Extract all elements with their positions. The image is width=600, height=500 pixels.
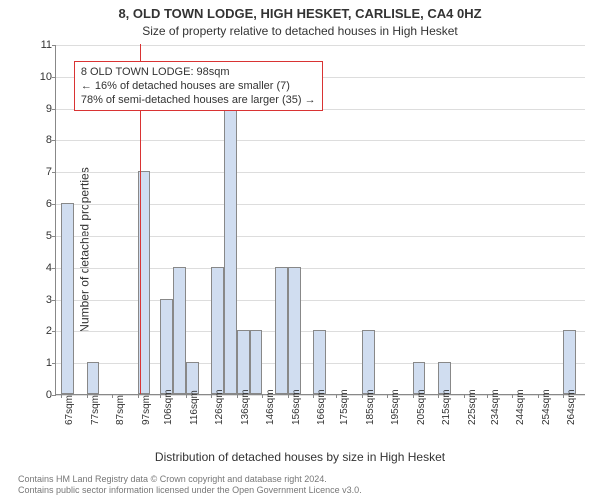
y-tick-label: 5 bbox=[32, 230, 52, 242]
x-tick-label: 87sqm bbox=[115, 395, 126, 425]
y-tick-label: 11 bbox=[32, 39, 52, 51]
y-tick-label: 7 bbox=[32, 166, 52, 178]
x-tick-label: 244sqm bbox=[515, 389, 526, 425]
x-tick-label: 136sqm bbox=[240, 389, 251, 425]
x-tick-label: 97sqm bbox=[141, 395, 152, 425]
x-tick-mark bbox=[563, 394, 564, 398]
gridline bbox=[56, 140, 585, 141]
histogram-bar bbox=[224, 108, 237, 394]
y-tick-mark bbox=[52, 363, 56, 364]
plot-area: 0123456789101167sqm77sqm87sqm97sqm106sqm… bbox=[55, 45, 585, 395]
histogram-bar bbox=[237, 330, 250, 394]
x-tick-mark bbox=[186, 394, 187, 398]
histogram-bar bbox=[173, 267, 186, 394]
histogram-bar bbox=[250, 330, 263, 394]
x-tick-mark bbox=[487, 394, 488, 398]
x-tick-mark bbox=[112, 394, 113, 398]
x-tick-label: 205sqm bbox=[416, 389, 427, 425]
x-tick-mark bbox=[211, 394, 212, 398]
x-tick-mark bbox=[87, 394, 88, 398]
x-tick-label: 116sqm bbox=[189, 390, 200, 425]
x-tick-mark bbox=[313, 394, 314, 398]
y-tick-label: 4 bbox=[32, 262, 52, 274]
x-tick-mark bbox=[362, 394, 363, 398]
y-tick-label: 10 bbox=[32, 71, 52, 83]
histogram-bar bbox=[362, 330, 375, 394]
gridline bbox=[56, 300, 585, 301]
histogram-bar bbox=[288, 267, 301, 394]
x-tick-mark bbox=[512, 394, 513, 398]
x-tick-label: 126sqm bbox=[214, 389, 225, 425]
x-tick-label: 175sqm bbox=[339, 389, 350, 425]
y-tick-mark bbox=[52, 140, 56, 141]
chart-container: 8, OLD TOWN LODGE, HIGH HESKET, CARLISLE… bbox=[0, 0, 600, 500]
x-tick-label: 234sqm bbox=[490, 389, 501, 425]
y-tick-label: 0 bbox=[32, 389, 52, 401]
x-tick-label: 254sqm bbox=[541, 389, 552, 425]
x-tick-mark bbox=[237, 394, 238, 398]
footer-attribution: Contains HM Land Registry data © Crown c… bbox=[18, 474, 362, 496]
y-tick-label: 3 bbox=[32, 294, 52, 306]
footer-line1: Contains HM Land Registry data © Crown c… bbox=[18, 474, 362, 485]
gridline bbox=[56, 45, 585, 46]
x-tick-label: 156sqm bbox=[291, 389, 302, 425]
x-tick-mark bbox=[138, 394, 139, 398]
x-tick-mark bbox=[413, 394, 414, 398]
y-tick-label: 9 bbox=[32, 103, 52, 115]
x-tick-label: 215sqm bbox=[441, 389, 452, 425]
histogram-bar bbox=[160, 299, 173, 394]
histogram-bar bbox=[87, 362, 100, 394]
x-tick-mark bbox=[160, 394, 161, 398]
gridline bbox=[56, 236, 585, 237]
chart-subtitle: Size of property relative to detached ho… bbox=[0, 24, 600, 38]
histogram-bar bbox=[61, 203, 74, 394]
x-tick-label: 195sqm bbox=[390, 389, 401, 425]
histogram-bar bbox=[275, 267, 288, 394]
y-tick-label: 2 bbox=[32, 325, 52, 337]
x-tick-label: 225sqm bbox=[467, 389, 478, 425]
annotation-box: 8 OLD TOWN LODGE: 98sqm← 16% of detached… bbox=[74, 61, 323, 111]
y-tick-mark bbox=[52, 395, 56, 396]
y-tick-mark bbox=[52, 331, 56, 332]
x-tick-label: 185sqm bbox=[365, 389, 376, 425]
x-axis-label: Distribution of detached houses by size … bbox=[0, 450, 600, 464]
y-tick-mark bbox=[52, 268, 56, 269]
x-tick-mark bbox=[262, 394, 263, 398]
y-tick-mark bbox=[52, 172, 56, 173]
x-tick-mark bbox=[336, 394, 337, 398]
y-tick-mark bbox=[52, 77, 56, 78]
annotation-line: 78% of semi-detached houses are larger (… bbox=[81, 93, 316, 107]
histogram-bar bbox=[211, 267, 224, 394]
x-tick-mark bbox=[464, 394, 465, 398]
x-tick-mark bbox=[288, 394, 289, 398]
y-tick-label: 1 bbox=[32, 357, 52, 369]
annotation-line: 8 OLD TOWN LODGE: 98sqm bbox=[81, 65, 316, 79]
y-tick-mark bbox=[52, 45, 56, 46]
x-tick-label: 77sqm bbox=[90, 395, 101, 425]
gridline bbox=[56, 268, 585, 269]
y-tick-mark bbox=[52, 236, 56, 237]
x-tick-mark bbox=[61, 394, 62, 398]
y-tick-mark bbox=[52, 204, 56, 205]
x-tick-mark bbox=[538, 394, 539, 398]
x-tick-mark bbox=[438, 394, 439, 398]
x-tick-label: 166sqm bbox=[316, 389, 327, 425]
y-tick-label: 6 bbox=[32, 198, 52, 210]
x-tick-label: 264sqm bbox=[566, 389, 577, 425]
y-tick-mark bbox=[52, 109, 56, 110]
x-tick-label: 67sqm bbox=[64, 395, 75, 425]
x-tick-label: 106sqm bbox=[163, 389, 174, 425]
footer-line2: Contains public sector information licen… bbox=[18, 485, 362, 496]
histogram-bar bbox=[563, 330, 576, 394]
y-tick-label: 8 bbox=[32, 134, 52, 146]
y-tick-mark bbox=[52, 300, 56, 301]
gridline bbox=[56, 172, 585, 173]
gridline bbox=[56, 204, 585, 205]
chart-title: 8, OLD TOWN LODGE, HIGH HESKET, CARLISLE… bbox=[0, 6, 600, 21]
annotation-line: ← 16% of detached houses are smaller (7) bbox=[81, 79, 316, 93]
x-tick-mark bbox=[387, 394, 388, 398]
x-tick-label: 146sqm bbox=[265, 389, 276, 425]
histogram-bar bbox=[313, 330, 326, 394]
